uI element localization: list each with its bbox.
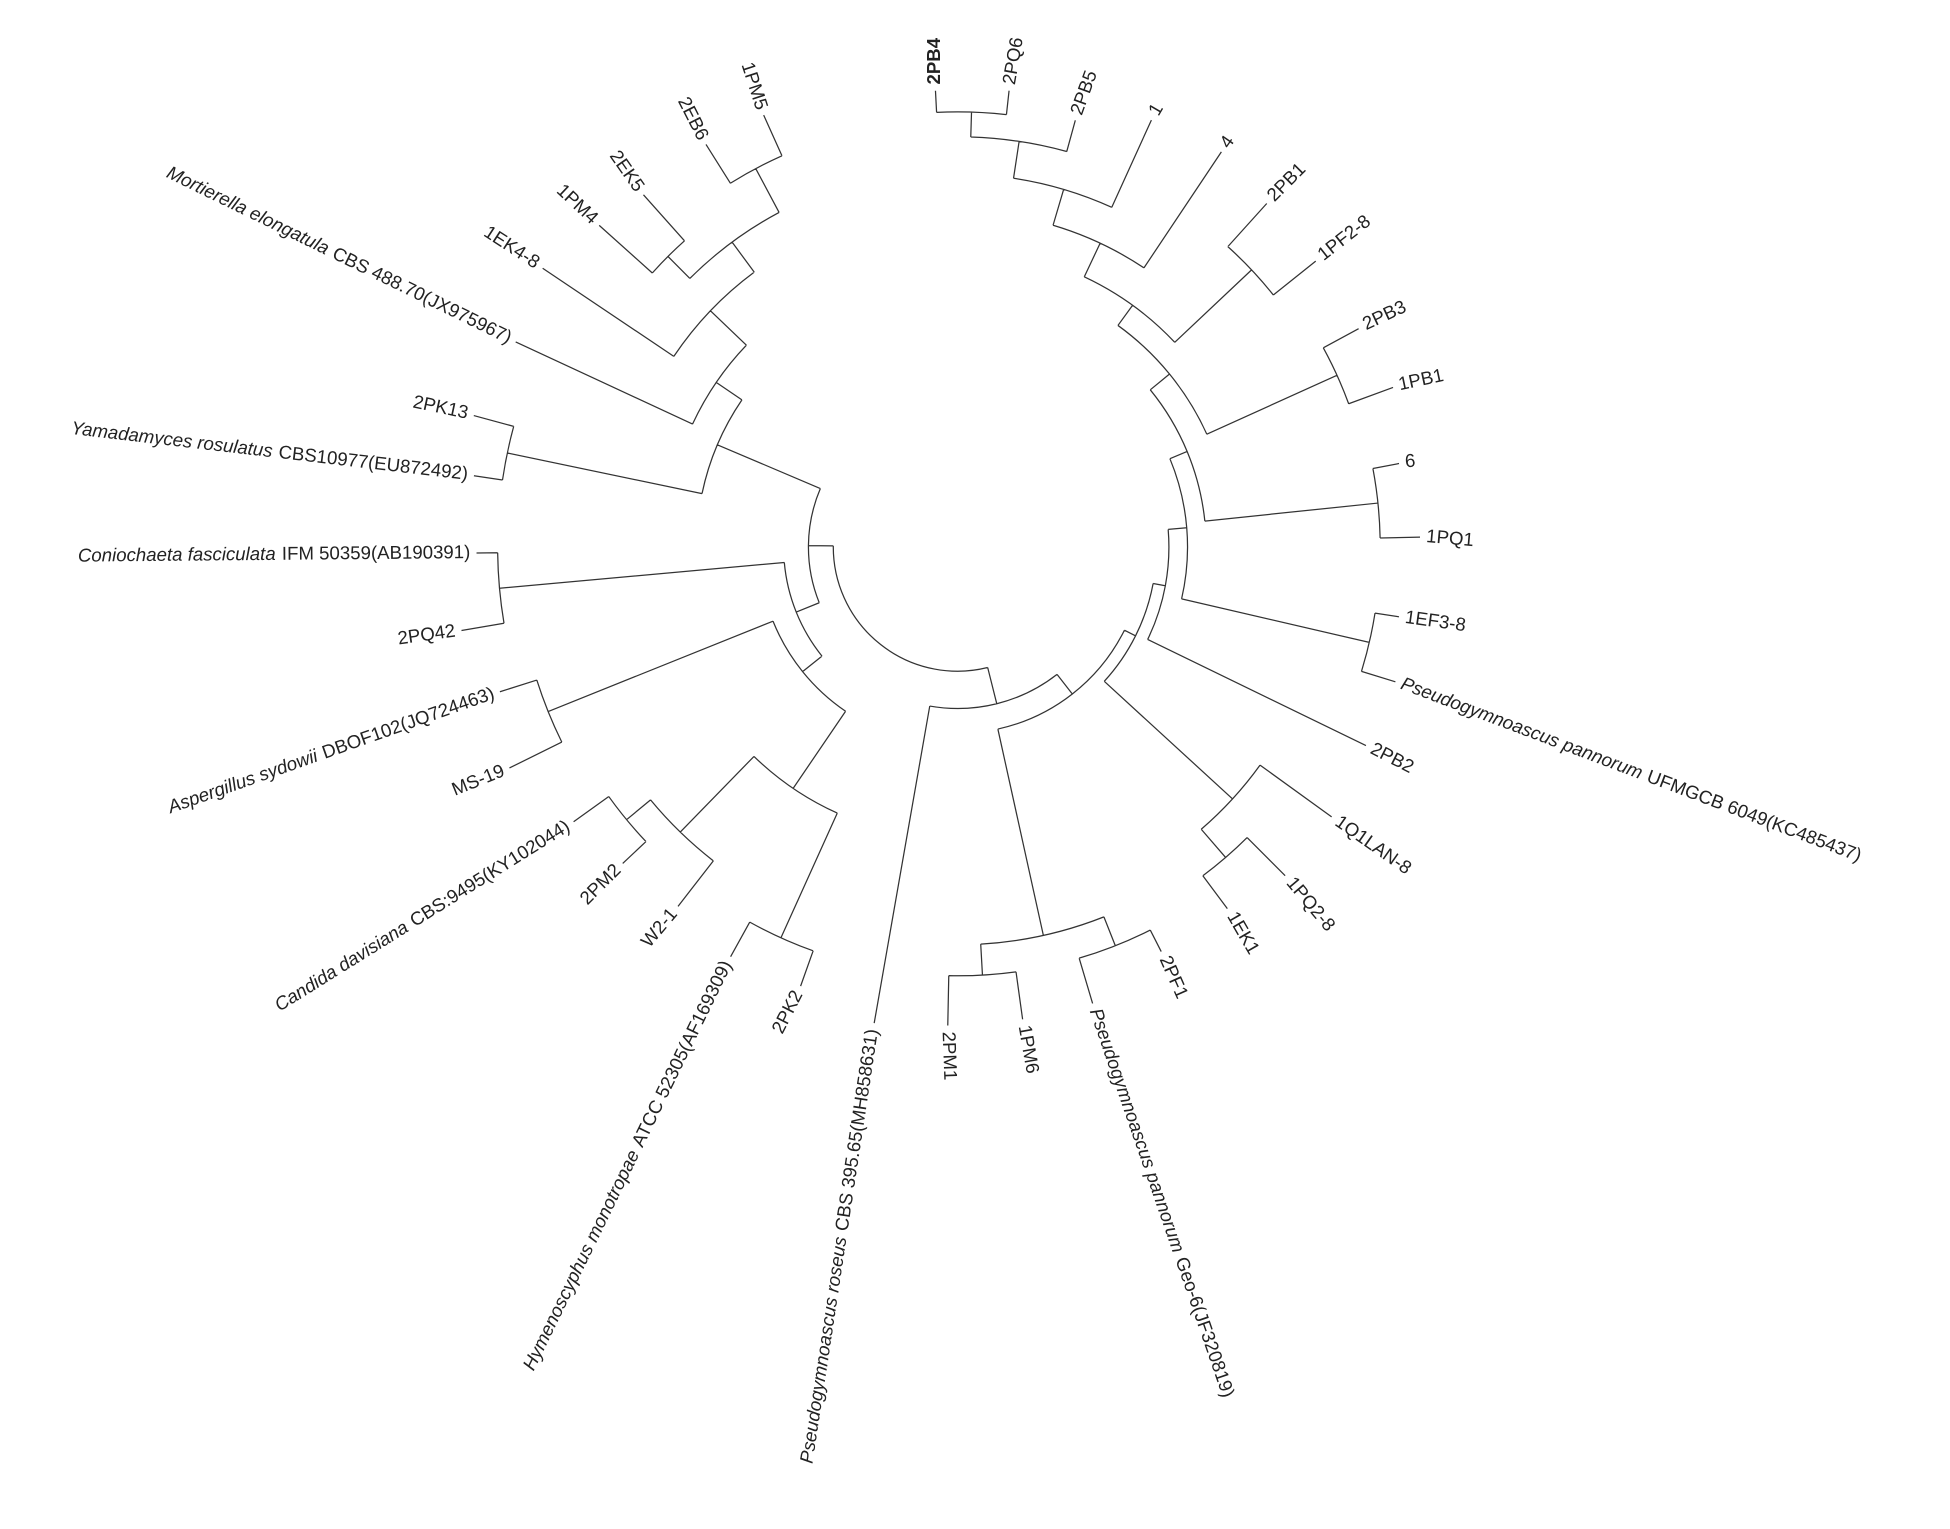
- strain-label: 1PM5: [738, 59, 773, 112]
- leaf-label: Aspergillus sydowiiDBOF102(JQ724463): [164, 682, 497, 817]
- leaf-label: 1EF3-8: [1404, 606, 1467, 635]
- species-name: Pseudogymnoascus roseus: [795, 1235, 850, 1464]
- species-name: Aspergillus sydowii: [164, 745, 321, 818]
- leaf-label: 1: [1144, 99, 1167, 118]
- strain-label: 1PB1: [1396, 364, 1445, 394]
- tree-branches: [461, 90, 1421, 1026]
- species-name: Pseudogymnoascus pannorum: [1398, 672, 1646, 782]
- leaf-label: 2PK2: [767, 986, 806, 1036]
- leaf-label: 1EK4-8: [480, 221, 544, 272]
- strain-label: 2PB2: [1367, 738, 1417, 777]
- species-name: Hymenoscyphus monotropae: [518, 1146, 643, 1373]
- leaf-label: 6: [1404, 449, 1416, 471]
- strain-label: 2PB4: [923, 37, 944, 84]
- strain-label: CBS 488.70(JX975967): [329, 242, 515, 347]
- species-name: Pseudogymnoascus pannorum: [1086, 1005, 1189, 1255]
- leaf-label: 4: [1215, 131, 1238, 152]
- leaf-label: Candida davisianaCBS:9495(KY102044): [271, 815, 574, 1015]
- strain-label: 4: [1215, 131, 1238, 152]
- leaf-label: 1PF2-8: [1313, 210, 1374, 264]
- leaf-label: 1PM6: [1015, 1023, 1044, 1075]
- strain-label: 1PF2-8: [1313, 210, 1374, 264]
- strain-label: 1EK4-8: [480, 221, 544, 272]
- leaf-label: 2PQ6: [998, 36, 1027, 87]
- species-name: Mortierella elongatula: [164, 161, 333, 258]
- strain-label: 1EK1: [1223, 908, 1264, 958]
- strain-label: UFMGCB 6049(KC485437): [1644, 765, 1864, 865]
- leaf-label: 2PB2: [1367, 738, 1417, 777]
- leaf-label: 2PK13: [411, 391, 470, 423]
- leaf-label: Pseudogymnoascus pannorumGeo-6(JF320819): [1086, 1005, 1239, 1400]
- leaf-label: W2-1: [636, 903, 681, 951]
- leaf-label: 1PQ2-8: [1283, 872, 1340, 935]
- leaf-label: 2PB1: [1262, 158, 1309, 205]
- leaf-label: 2PB3: [1359, 295, 1409, 333]
- leaf-label: MS-19: [448, 760, 507, 800]
- leaf-label: 2PB4: [923, 37, 944, 84]
- leaf-label: 1EK1: [1223, 908, 1264, 958]
- leaf-label: 2PF1: [1156, 952, 1193, 1001]
- strain-label: 2PB1: [1262, 158, 1309, 205]
- leaf-label: 2PB5: [1066, 67, 1101, 117]
- leaf-label: 2EB6: [674, 93, 713, 143]
- leaf-label: Yamadamyces rosulatusCBS10977(EU872492): [70, 417, 469, 484]
- strain-label: 2PB5: [1066, 67, 1101, 117]
- strain-label: 2PK2: [767, 986, 806, 1036]
- strain-label: 2PK13: [411, 391, 470, 423]
- leaf-label: 2PQ42: [396, 620, 456, 649]
- species-name: Yamadamyces rosulatus: [70, 417, 274, 461]
- leaf-label: Pseudogymnoascus pannorumUFMGCB 6049(KC4…: [1398, 672, 1864, 865]
- strain-label: 6: [1404, 449, 1416, 471]
- strain-label: 2EK5: [606, 146, 649, 195]
- leaf-label: Mortierella elongatulaCBS 488.70(JX97596…: [164, 161, 516, 347]
- strain-label: CBS 395.65(MH858631): [831, 1027, 882, 1232]
- strain-label: 1EF3-8: [1404, 606, 1467, 635]
- strain-label: 1PM4: [553, 179, 603, 228]
- strain-label: 1PQ1: [1425, 525, 1474, 550]
- strain-label: IFM 50359(AB190391): [282, 541, 471, 564]
- strain-label: 2EB6: [674, 93, 713, 143]
- strain-label: DBOF102(JQ724463): [319, 682, 497, 762]
- leaf-label: 2PM1: [939, 1031, 962, 1080]
- leaf-label: 1PQ1: [1425, 525, 1474, 550]
- strain-label: 2PQ42: [396, 620, 456, 649]
- strain-label: CBS:9495(KY102044): [406, 815, 573, 930]
- strain-label: 2PF1: [1156, 952, 1193, 1001]
- leaf-label: 2PM2: [575, 859, 624, 908]
- strain-label: 1Q1LAN-8: [1332, 811, 1416, 879]
- strain-label: 2PB3: [1359, 295, 1409, 333]
- leaf-label: Hymenoscyphus monotropaeATCC 52305(AF169…: [518, 957, 736, 1373]
- leaf-label: 2EK5: [606, 146, 649, 195]
- strain-label: W2-1: [636, 903, 681, 951]
- strain-label: Geo-6(JF320819): [1172, 1254, 1240, 1400]
- leaf-label: Coniochaeta fasciculata IFM 50359(AB19039…: [78, 541, 471, 565]
- leaf-label: Pseudogymnoascus roseusCBS 395.65(MH8586…: [795, 1027, 881, 1464]
- strain-label: CBS10977(EU872492): [278, 441, 470, 484]
- strain-label: 2PQ6: [998, 36, 1027, 87]
- species-name: Coniochaeta fasciculata: [78, 543, 276, 566]
- strain-label: 1PQ2-8: [1283, 872, 1340, 935]
- strain-label: 1PM6: [1015, 1023, 1044, 1075]
- species-name: Candida davisiana: [271, 916, 412, 1015]
- leaf-label: 1PM5: [738, 59, 773, 112]
- leaf-label: 1PB1: [1396, 364, 1445, 394]
- strain-label: 1: [1144, 99, 1167, 118]
- strain-label: ATCC 52305(AF169309): [627, 957, 736, 1150]
- strain-label: MS-19: [448, 760, 507, 800]
- leaf-label: 1PM4: [553, 179, 603, 228]
- strain-label: 2PM1: [939, 1031, 962, 1080]
- leaf-label: 1Q1LAN-8: [1332, 811, 1416, 879]
- strain-label: 2PM2: [575, 859, 624, 908]
